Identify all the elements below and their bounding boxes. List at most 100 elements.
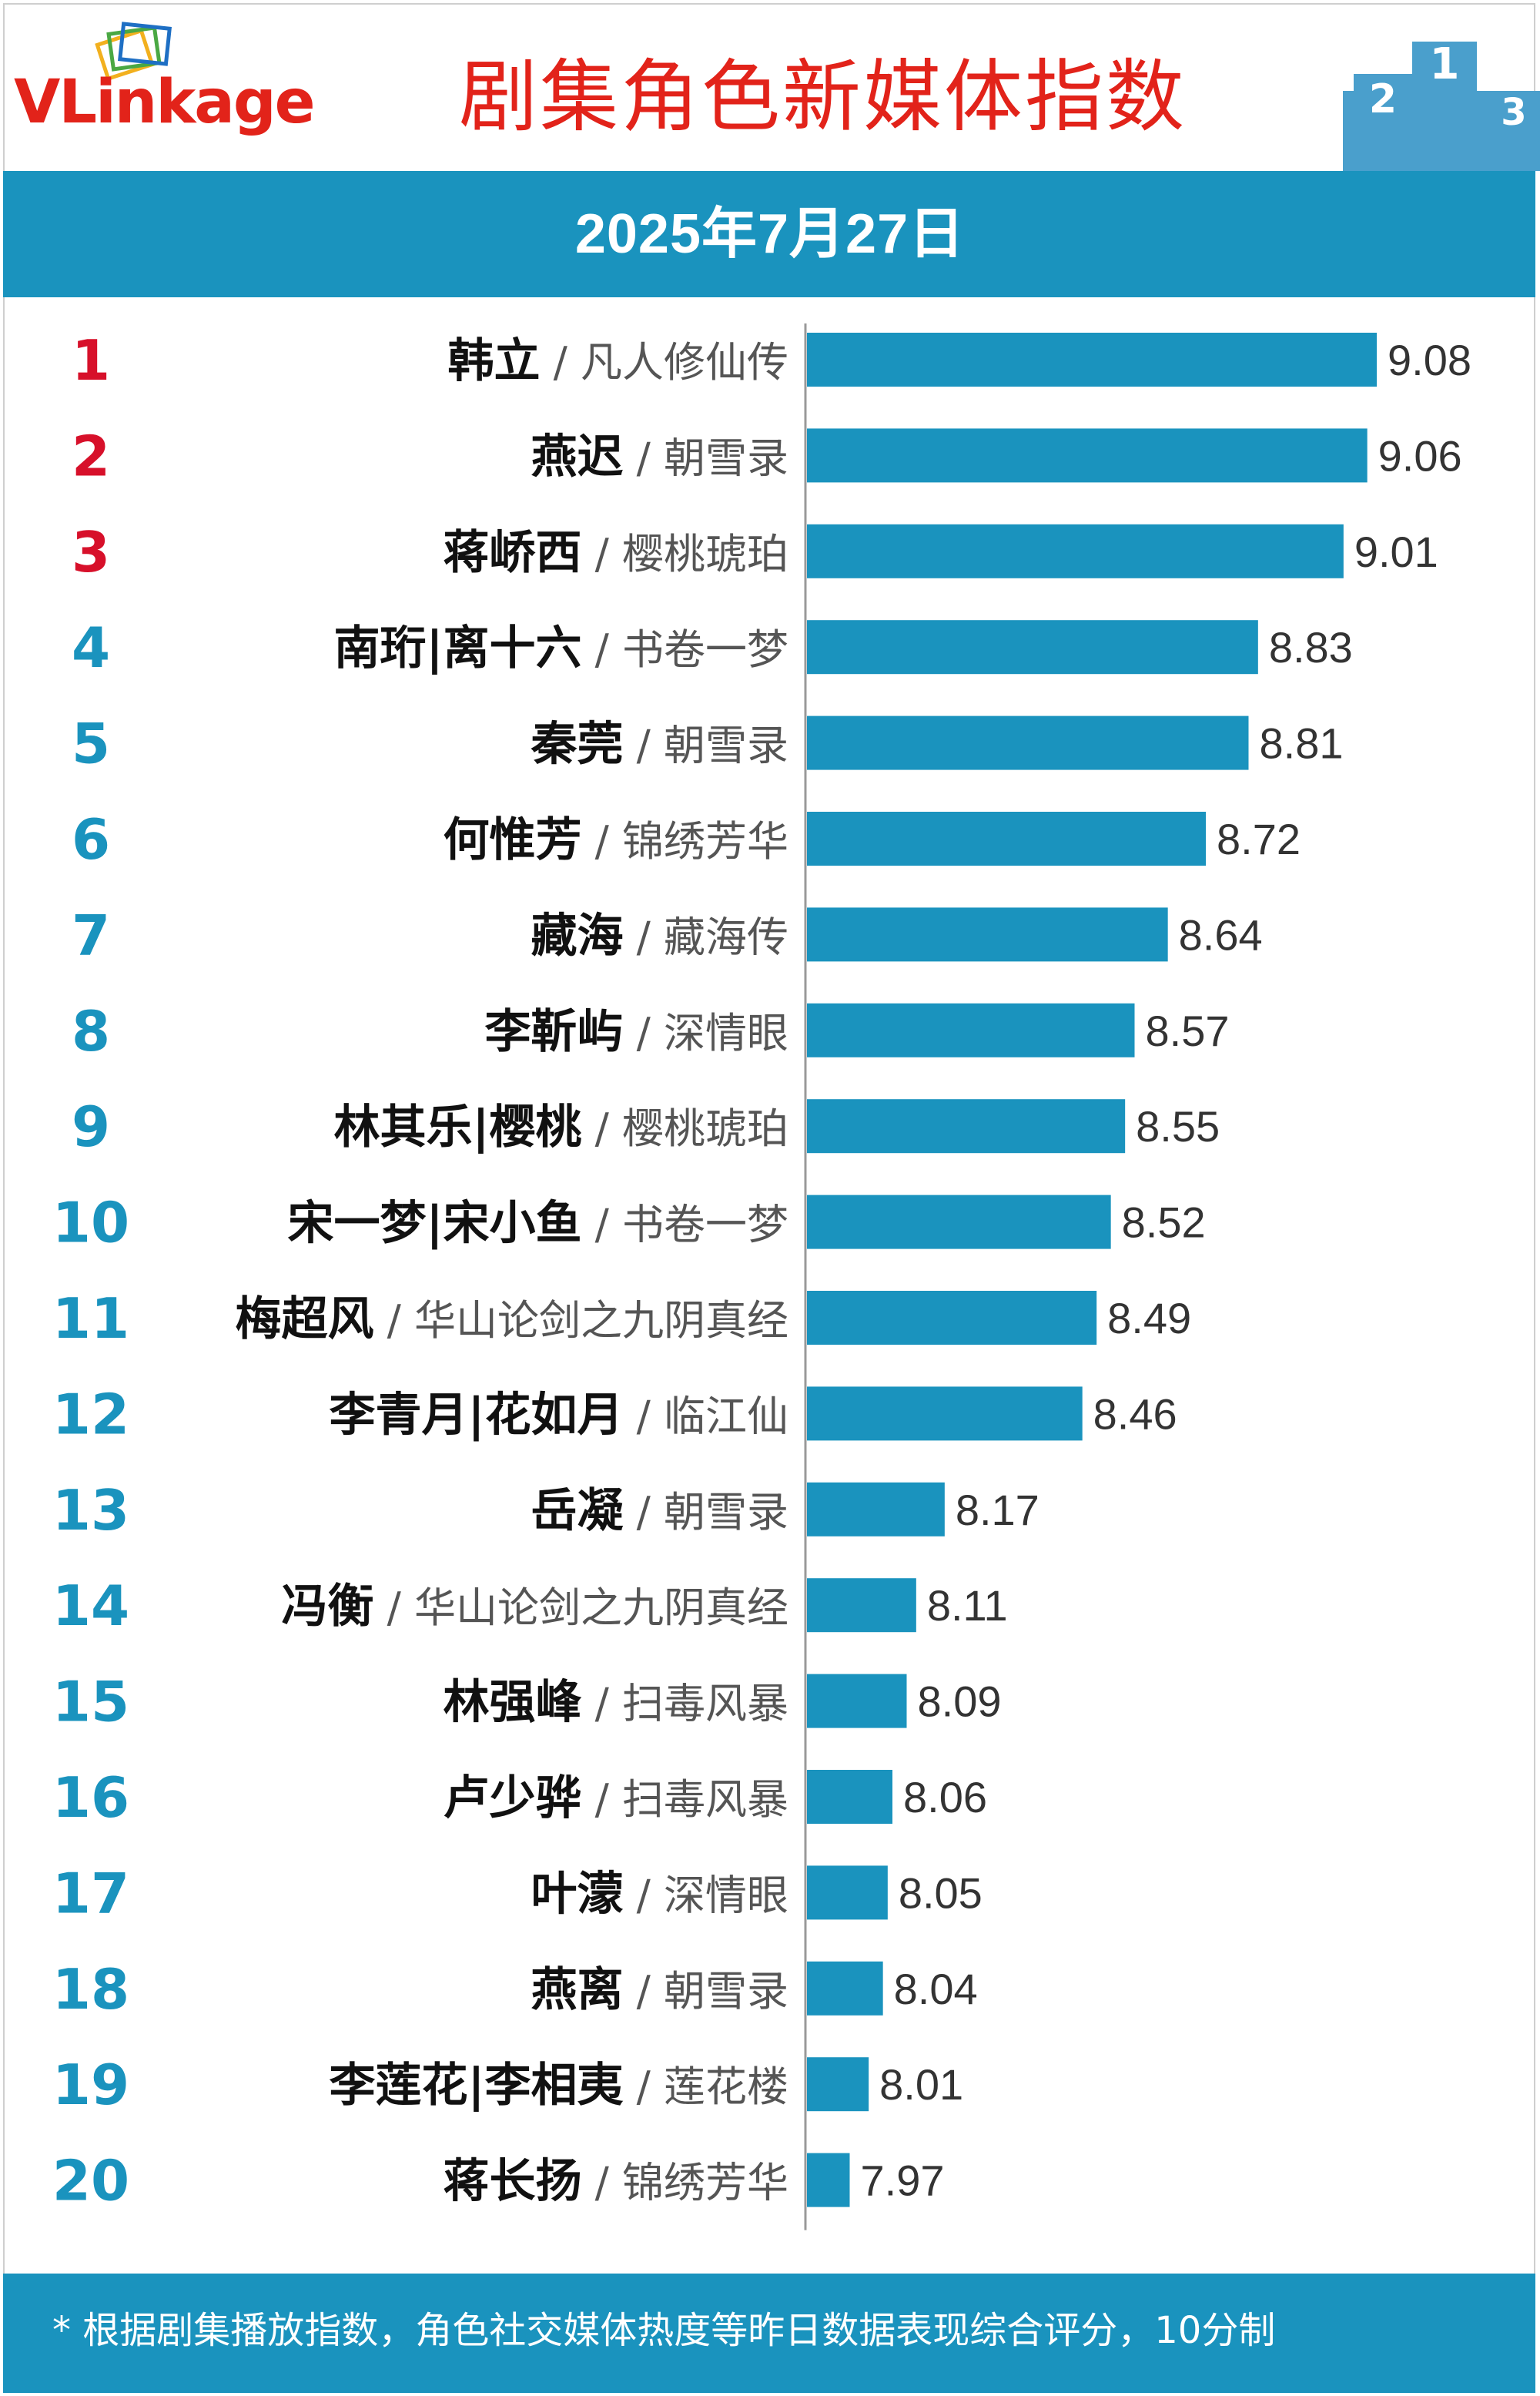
drama-name: 樱桃琥珀 [622,1104,788,1153]
report-date: 2025年7月27日 [574,203,966,265]
header: VLinkage 剧集角色新媒体指数 2 1 3 [0,0,1540,171]
footer-band: * 根据剧集播放指数，角色社交媒体热度等昨日数据表现综合评分，10分制 [3,2274,1535,2393]
rank-number: 7 [72,903,110,967]
bar [807,1386,1083,1441]
bar [807,1195,1111,1249]
value-label: 8.01 [879,2060,963,2109]
role-name: 冯衡 [281,1580,373,1634]
role-name: 卢少骅 [443,1771,581,1825]
bar [807,333,1377,387]
role-name: 李靳屿 [484,1005,623,1059]
label-separator: / [373,1296,414,1345]
drama-name: 书卷一梦 [622,625,788,674]
rank-number: 12 [52,1382,129,1446]
role-name: 蒋峤西 [443,526,581,580]
label-separator: / [540,338,581,387]
drama-name: 华山论剑之九阴真经 [414,1296,788,1345]
rank-number: 18 [52,1957,129,2022]
drama-name: 藏海传 [664,913,788,961]
brand-logo-text: VLinkage [14,68,316,137]
drama-name: 扫毒风暴 [622,1775,788,1824]
role-name: 韩立 [447,334,540,388]
drama-name: 锦绣芳华 [622,2159,788,2207]
bar [807,1003,1135,1057]
label-separator: / [581,2159,622,2207]
drama-name: 深情眼 [664,1009,788,1057]
rank-number: 1 [72,328,110,393]
label-separator: / [373,1583,414,1632]
label-separator: / [581,530,622,578]
category-label: 秦莞 / 朝雪录 [530,718,788,772]
bar [807,907,1168,962]
label-separator: / [581,817,622,866]
value-label: 8.11 [927,1581,1008,1630]
role-name: 岳凝 [531,1484,623,1538]
label-separator: / [581,1680,622,1728]
role-name: 藏海 [531,909,623,963]
podium-place-3: 3 [1501,91,1526,134]
rank-number: 6 [72,807,110,872]
value-label: 8.52 [1122,1198,1206,1247]
category-label: 叶濛 / 深情眼 [531,1867,788,1921]
value-label: 7.97 [861,2156,945,2205]
drama-name: 朝雪录 [664,434,788,482]
podium-place-2: 2 [1369,76,1397,122]
podium-icon: 2 1 3 [1343,26,1540,171]
bar [807,1961,883,2016]
value-label: 8.55 [1136,1102,1220,1151]
value-label: 8.83 [1269,623,1353,672]
drama-name: 华山论剑之九阴真经 [414,1583,788,1632]
category-label: 梅超风 / 华山论剑之九阴真经 [235,1292,788,1346]
role-name: 秦莞 [530,718,623,772]
category-label: 南珩|离十六 / 书卷一梦 [334,622,788,675]
rank-number: 4 [72,615,110,680]
bar [807,1865,888,1920]
role-name: 梅超风 [235,1292,373,1346]
rank-number: 20 [52,2149,129,2213]
role-name: 李青月|花如月 [330,1388,624,1442]
value-label: 8.09 [918,1677,1002,1726]
category-label: 冯衡 / 华山论剑之九阴真经 [281,1580,788,1634]
category-label: 何惟芳 / 锦绣芳华 [443,813,788,867]
bar [807,812,1206,866]
bar [807,1578,916,1633]
drama-name: 锦绣芳华 [622,817,788,866]
category-label: 宋一梦|宋小鱼 / 书卷一梦 [288,1197,788,1251]
drama-name: 临江仙 [664,1392,788,1440]
label-separator: / [581,1775,622,1824]
bar [807,715,1249,770]
category-label: 韩立 / 凡人修仙传 [447,334,788,388]
label-separator: / [623,1392,664,1440]
label-separator: / [623,722,664,770]
category-label: 李青月|花如月 / 临江仙 [330,1388,788,1442]
label-separator: / [581,625,622,674]
brand-logo: VLinkage [14,20,337,143]
rank-number: 11 [52,1286,129,1351]
drama-name: 凡人修仙传 [581,338,788,387]
label-separator: / [623,1488,664,1536]
drama-name: 朝雪录 [664,1967,788,2016]
role-name: 燕迟 [531,430,623,484]
category-label: 卢少骅 / 扫毒风暴 [443,1771,788,1825]
rank-number: 10 [52,1191,129,1255]
ranking-chart-svg: 1 韩立 / 凡人修仙传 9.08 2 燕迟 / 朝雪录 9.06 3 蒋峤西 / 樱桃琥珀 9… [52,323,1471,2230]
role-name: 宋一梦|宋小鱼 [288,1197,582,1251]
rank-number: 13 [52,1478,129,1543]
role-name: 林其乐|樱桃 [334,1101,582,1154]
bar [807,1770,892,1824]
bar [807,1099,1126,1154]
page-title: 剧集角色新媒体指数 [459,52,1187,143]
role-name: 李莲花|李相夷 [330,2059,624,2113]
podium-place-1: 1 [1430,39,1460,89]
brand-name: VLinkage [14,68,316,137]
value-label: 8.06 [903,1773,987,1821]
bar [807,2057,869,2112]
rank-number: 8 [72,999,110,1064]
rank-number: 15 [52,1670,129,1734]
category-label: 蒋峤西 / 樱桃琥珀 [443,526,788,580]
label-separator: / [623,913,664,961]
rank-number: 5 [72,712,110,776]
stacked-cards-logo-icon [95,22,172,82]
rank-number: 9 [72,1094,110,1159]
drama-name: 深情眼 [664,1871,788,1919]
